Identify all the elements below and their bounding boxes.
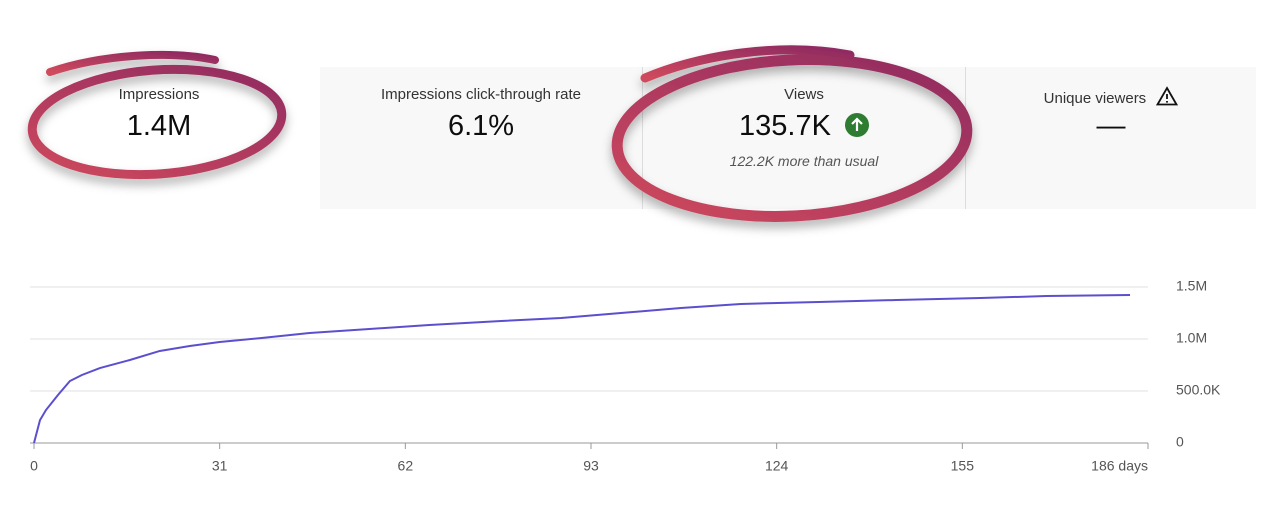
x-tick-label: 93 bbox=[583, 458, 599, 474]
x-tick-label: 62 bbox=[398, 458, 414, 474]
metric-value: — bbox=[1096, 110, 1126, 142]
metric-card[interactable]: Impressions click-through rate 6.1% bbox=[320, 67, 642, 209]
metric-value: 6.1% bbox=[447, 110, 515, 142]
warning-icon[interactable] bbox=[1156, 86, 1179, 106]
metric-label-row: Unique viewers bbox=[966, 86, 1256, 107]
x-tick-label: 124 bbox=[765, 458, 789, 474]
y-tick-label: 0 bbox=[1176, 434, 1184, 450]
y-tick-label: 500.0K bbox=[1176, 382, 1221, 398]
metric-label: Impressions click-through rate bbox=[380, 86, 582, 103]
y-tick-label: 1.0M bbox=[1176, 330, 1207, 346]
x-tick-label: 31 bbox=[212, 458, 228, 474]
metric-card[interactable]: Unique viewers — bbox=[966, 67, 1256, 209]
y-tick-label: 1.5M bbox=[1176, 278, 1207, 294]
x-tick-label: 186 days bbox=[1091, 458, 1148, 474]
metric-label: Unique viewers bbox=[1043, 90, 1147, 107]
x-tick-label: 155 bbox=[951, 458, 975, 474]
x-tick-label: 0 bbox=[30, 458, 38, 474]
line bbox=[33, 294, 1131, 444]
